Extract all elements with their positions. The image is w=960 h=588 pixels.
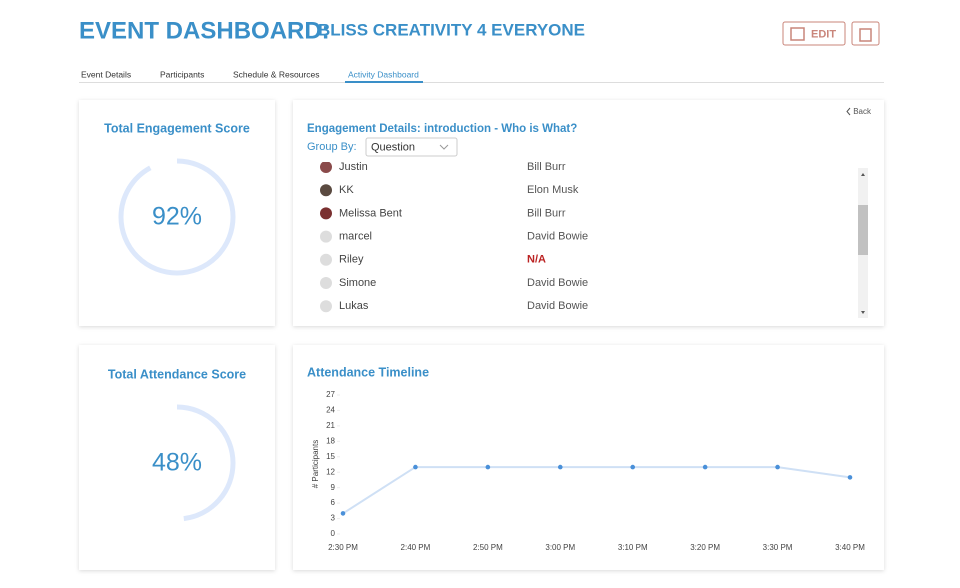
x-tick-label: 2:50 PM [473,543,503,552]
x-tick-label: 2:40 PM [401,543,431,552]
chart-title: Attendance Timeline [307,365,429,379]
participant-name: Simone [339,277,376,289]
trash-icon [859,28,872,42]
scroll-up [861,173,865,176]
timeline-point [413,464,418,470]
y-tick-label: 15 [326,452,335,461]
participant-answer: N/A [527,254,546,266]
participant-name: KK [339,184,354,196]
edit-button[interactable]: EDIT [782,21,846,46]
group-select[interactable]: Question [365,137,458,157]
card [79,100,275,326]
tab[interactable]: Schedule & Resources [233,69,319,79]
participant-name: Lukas [339,300,369,312]
participant-answer: Bill Burr [527,207,566,219]
event-name: BLISS CREATIVITY 4 EVERYONE [318,20,585,39]
avatar [320,277,332,289]
tab[interactable]: Event Details [81,69,131,79]
score-label: 48% [152,449,202,477]
answer-list: Justin Bill Burr KK Elon Musk Melissa Bent Bi… [320,161,588,313]
avatar [320,230,332,243]
x-tick-label: 2:30 PM [328,543,358,552]
delete-box [851,21,880,46]
participant-answer: David Bowie [527,300,588,312]
details-title: Engagement Details: introduction - Who i… [307,123,577,135]
timeline-point [702,464,708,470]
participant-name: Justin [339,161,368,173]
select-box [365,137,458,157]
y-tick-label: 3 [331,514,336,523]
avatar [320,207,332,220]
y-tick-label: 21 [326,421,335,430]
card [293,345,884,570]
page-title: EVENT DASHBOARD: [79,17,330,44]
avatar [320,300,332,313]
score-title: Total Engagement Score [104,121,250,135]
y-tick-label: 6 [331,498,336,507]
edit-label: EDIT [811,28,836,40]
timeline-point [847,475,853,480]
tab[interactable]: Participants [160,69,204,79]
score-label: 92% [152,203,202,231]
avatar [320,253,332,266]
score-arc [118,404,236,522]
y-tick-label: 9 [331,483,336,492]
scroll-down [861,311,865,314]
x-tick-label: 3:40 PM [835,543,865,552]
participant-name: marcel [339,231,372,243]
timeline-line [342,466,851,515]
back-link[interactable]: Back [853,107,872,116]
participant-name: Melissa Bent [339,207,402,219]
delete-button[interactable] [851,21,880,46]
participant-answer: Elon Musk [527,184,579,196]
back-chevron [846,107,851,116]
scrollbar-thumb[interactable] [858,205,868,255]
score-arc [118,158,236,276]
timeline-point [340,511,346,516]
x-tick-label: 3:10 PM [618,543,648,552]
x-tick-label: 3:00 PM [545,543,575,552]
timeline-point [557,464,563,470]
tab[interactable]: Activity Dashboard [348,69,419,79]
avatar [320,184,332,197]
x-tick-label: 3:30 PM [763,543,793,552]
y-axis-title: # Participants [311,440,320,488]
y-tick-label: 24 [326,406,335,415]
x-tick-label: 3:20 PM [690,543,720,552]
y-tick-label: 0 [331,529,336,538]
participant-answer: Bill Burr [527,161,566,173]
y-tick-label: 12 [326,467,335,476]
timeline-point [630,464,636,470]
avatar [320,162,332,173]
timeline-point [485,464,491,470]
select-value: Question [371,141,415,153]
participant-answer: David Bowie [527,231,588,243]
y-tick-label: 18 [326,436,335,445]
y-tick-label: 27 [326,390,335,399]
edit-icon [790,27,805,41]
score-title: Total Attendance Score [108,367,246,381]
card [79,345,275,570]
select-arrow [439,144,449,150]
participant-name: Riley [339,254,364,266]
participant-answer: David Bowie [527,277,588,289]
group-by-label: Group By: [307,141,357,153]
timeline-point [775,464,780,470]
